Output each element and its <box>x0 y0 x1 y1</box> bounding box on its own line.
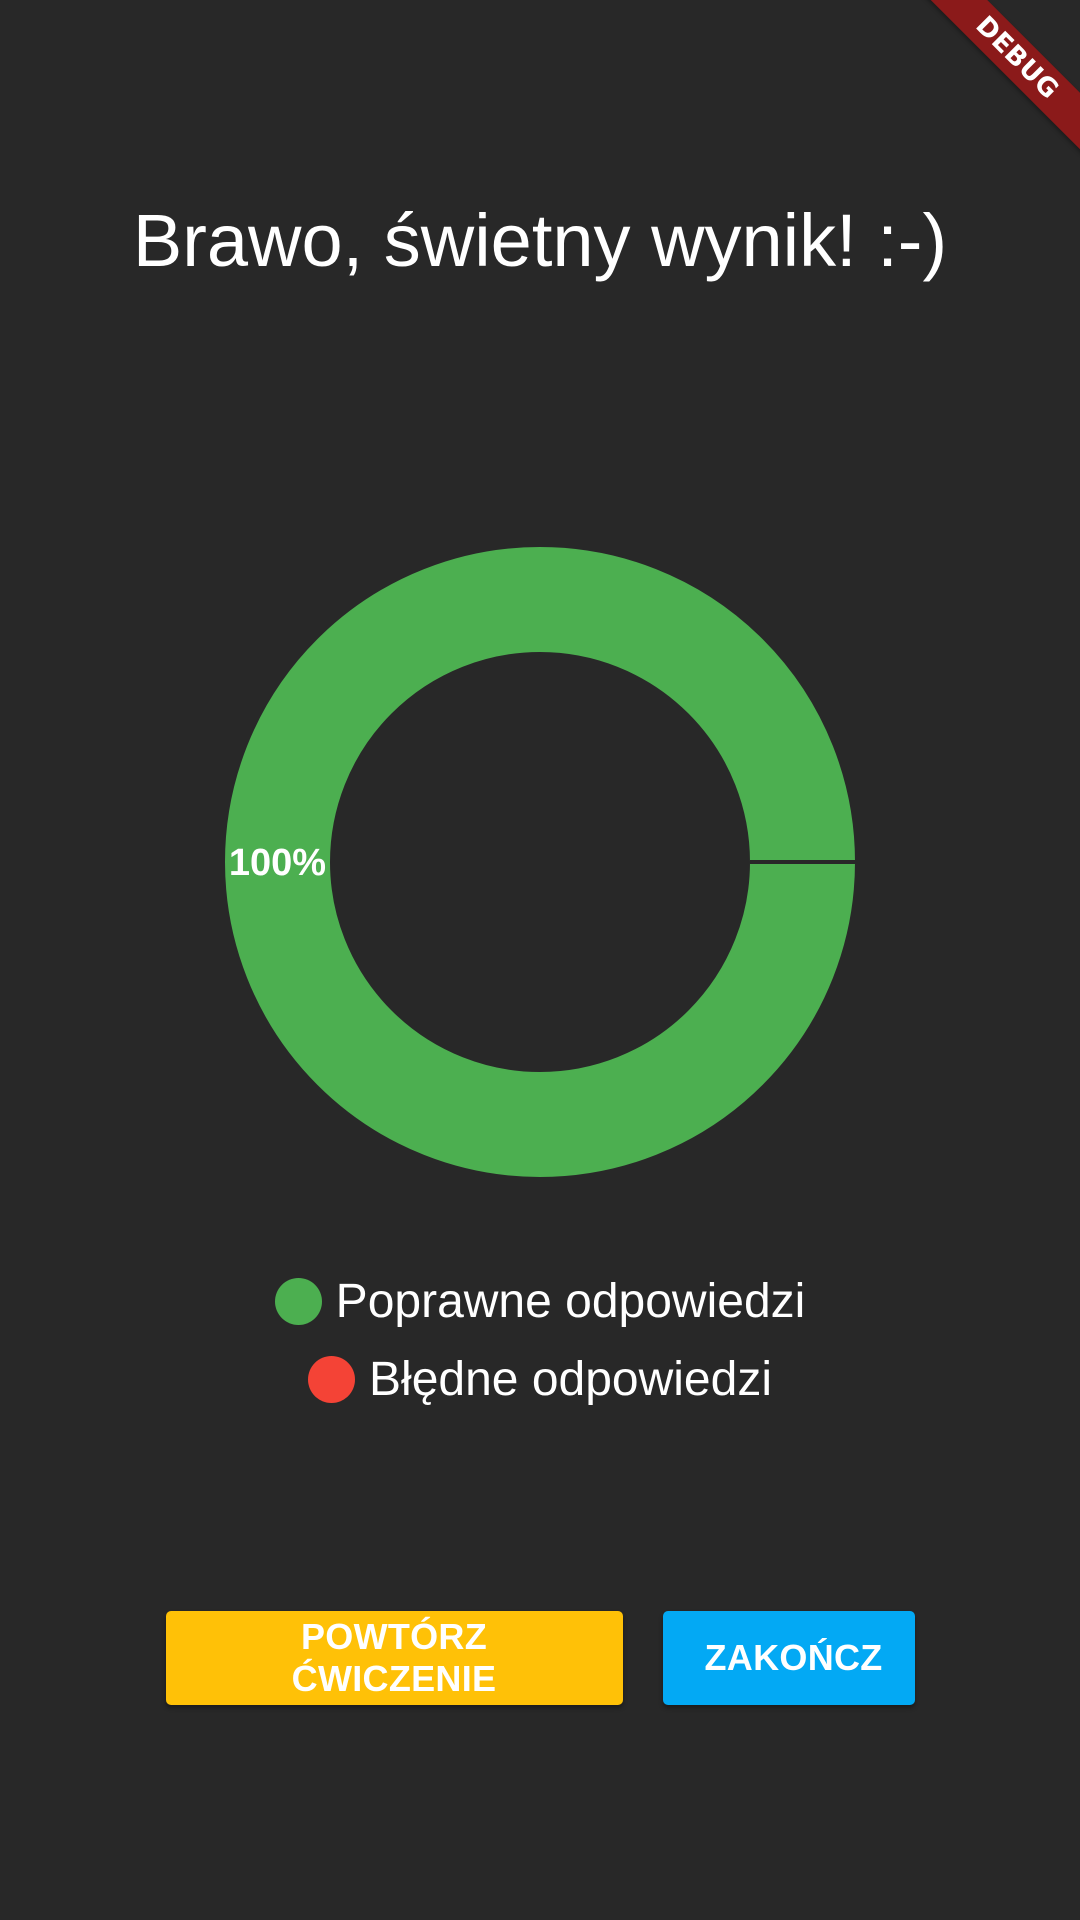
legend-label-wrong: Błędne odpowiedzi <box>369 1352 772 1406</box>
donut-slices <box>225 547 855 1177</box>
donut-labels: 100% <box>229 842 326 884</box>
legend-label-correct: Poprawne odpowiedzi <box>335 1274 806 1328</box>
action-buttons: POWTÓRZ ĆWICZENIE ZAKOŃCZ <box>0 1611 1080 1705</box>
donut-label-poprawne-odpowiedzi: 100% <box>229 842 326 884</box>
wrong-dot-icon <box>308 1355 356 1403</box>
result-title: Brawo, świetny wynik! :-) <box>132 199 948 282</box>
chart-legend: Poprawne odpowiedzi Błędne odpowiedzi <box>0 1262 1080 1418</box>
finish-button[interactable]: ZAKOŃCZ <box>662 1611 915 1705</box>
legend-item-correct: Poprawne odpowiedzi <box>274 1262 806 1340</box>
donut-slice-poprawne-odpowiedzi <box>225 547 855 1177</box>
legend-item-wrong: Błędne odpowiedzi <box>308 1340 772 1418</box>
repeat-exercise-button[interactable]: POWTÓRZ ĆWICZENIE <box>165 1611 623 1705</box>
correct-dot-icon <box>274 1277 322 1325</box>
